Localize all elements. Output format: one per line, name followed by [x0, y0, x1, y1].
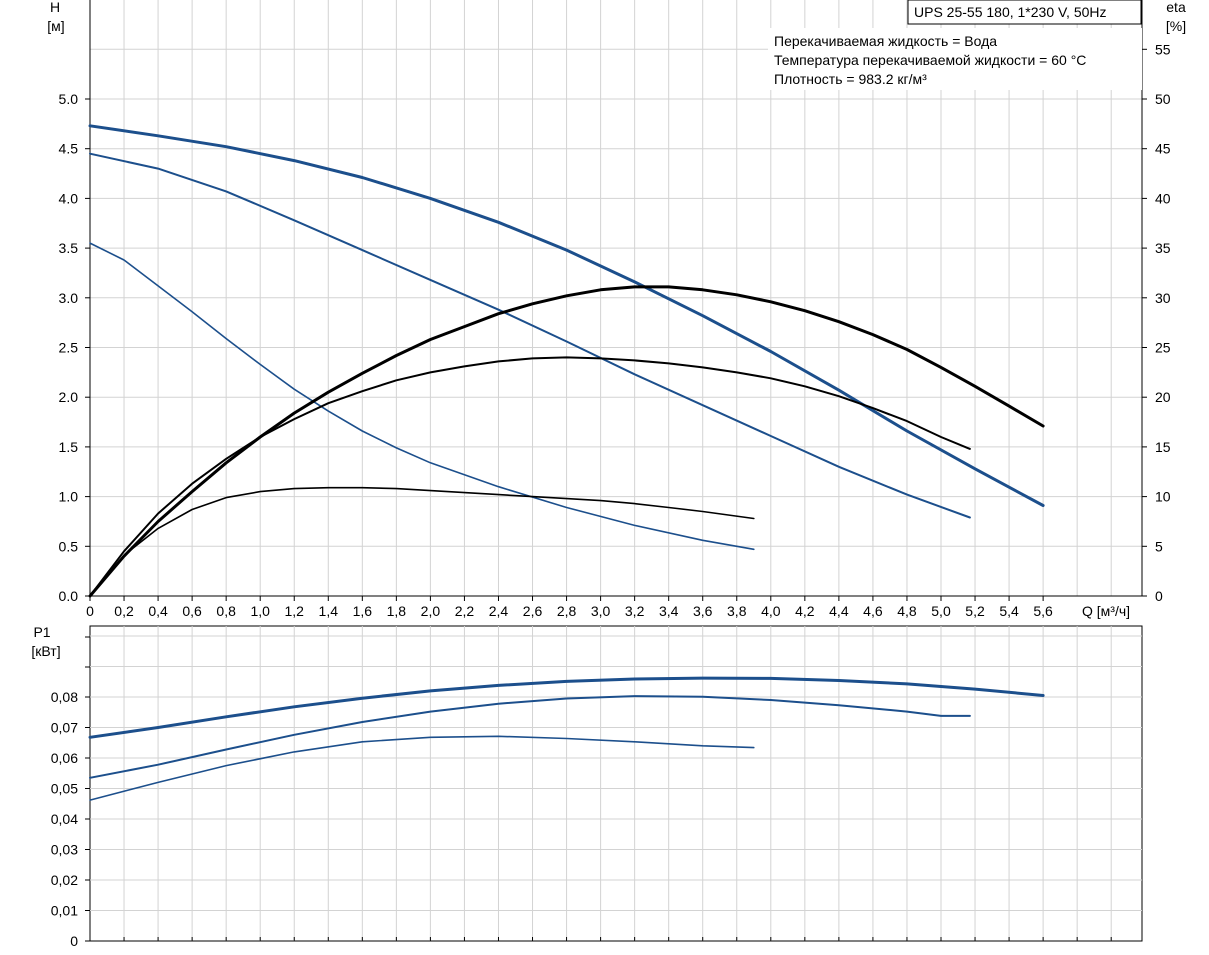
x-tick-label: 3,8 — [727, 603, 747, 619]
chart-title: UPS 25-55 180, 1*230 V, 50Hz — [914, 4, 1107, 20]
x-tick-label: 2,8 — [557, 603, 577, 619]
info-line-temperature: Температура перекачиваемой жидкости = 60… — [774, 52, 1086, 68]
x-tick-label: 5,4 — [999, 603, 1019, 619]
y2-tick-label: 10 — [1155, 489, 1171, 505]
power-y-tick-label: 0,07 — [51, 720, 78, 736]
info-line-fluid: Перекачиваемая жидкость = Вода — [774, 33, 997, 49]
x-tick-label: 4,4 — [829, 603, 849, 619]
x-tick-label: 2,2 — [455, 603, 475, 619]
x-tick-label: 5,0 — [931, 603, 951, 619]
power-y-tick-label: 0,02 — [51, 872, 78, 888]
y2-tick-label: 0 — [1155, 588, 1163, 604]
y-tick-label: 3.0 — [59, 290, 79, 306]
y-tick-label: 5.0 — [59, 91, 79, 107]
y-tick-label: 0.0 — [59, 588, 79, 604]
title-box-frame — [907, 0, 1142, 25]
y-tick-label: 1.5 — [59, 439, 79, 455]
x-tick-label: 1,6 — [353, 603, 373, 619]
x-tick-label: 3,6 — [693, 603, 713, 619]
y-tick-label: 3.5 — [59, 240, 79, 256]
x-tick-label: 2,6 — [523, 603, 543, 619]
title-box: UPS 25-55 180, 1*230 V, 50Hz — [907, 0, 1142, 25]
x-tick-label: 0,8 — [216, 603, 236, 619]
x-tick-label: 0,4 — [148, 603, 168, 619]
y2-axis-unit: [%] — [1166, 18, 1186, 34]
info-box: Перекачиваемая жидкость = Вода Температу… — [768, 28, 1142, 90]
y-tick-label: 4.0 — [59, 190, 79, 206]
x-tick-label: 4,2 — [795, 603, 815, 619]
x-tick-label: 1,2 — [285, 603, 305, 619]
power-panel: 0 0,01 0,02 0,03 0,04 0,05 0,06 0,07 0,08 P1 [кВт] — [31, 624, 1143, 949]
head-curve-medium — [89, 152, 971, 519]
x-tick-label: 1,4 — [319, 603, 339, 619]
head-curve-thin — [89, 242, 755, 551]
x-tick-label: 5,2 — [965, 603, 985, 619]
y2-tick-label: 25 — [1155, 340, 1171, 356]
y2-tick-label: 5 — [1155, 538, 1163, 554]
y-tick-label: 1.0 — [59, 489, 79, 505]
efficiency-curve-medium — [89, 356, 971, 597]
y2-tick-label: 30 — [1155, 290, 1171, 306]
y-axis-unit: [м] — [47, 18, 64, 34]
y-axis-title: H — [50, 0, 60, 15]
x-tick-label: 3,0 — [591, 603, 611, 619]
x-tick-label: 4,8 — [897, 603, 917, 619]
power-y-tick-label: 0,08 — [51, 689, 78, 705]
power-y-tick-label: 0,04 — [51, 811, 78, 827]
power-curve-medium — [89, 695, 971, 779]
y2-tick-label: 50 — [1155, 91, 1171, 107]
x-tick-label: 2,0 — [421, 603, 441, 619]
power-y-tick-label: 0,06 — [51, 750, 78, 766]
x-tick-label: 4,6 — [863, 603, 883, 619]
x-tick-label: 3,2 — [625, 603, 645, 619]
power-y-tick-label: 0,01 — [51, 903, 78, 919]
x-tick-label: 1,8 — [387, 603, 407, 619]
head-curve-bold — [88, 124, 1045, 507]
y-tick-label: 2.5 — [59, 340, 79, 356]
y2-tick-label: 20 — [1155, 389, 1171, 405]
x-tick-label: 0,2 — [114, 603, 134, 619]
x-tick-label: 0,6 — [182, 603, 202, 619]
y2-tick-label: 55 — [1155, 41, 1171, 57]
power-y-tick-label: 0,03 — [51, 842, 78, 858]
x-tick-label: 5,6 — [1033, 603, 1053, 619]
power-axis-unit: [кВт] — [31, 643, 60, 659]
power-y-tick-label: 0 — [70, 933, 78, 949]
info-line-density: Плотность = 983.2 кг/м³ — [774, 71, 927, 87]
x-tick-label: 0 — [86, 603, 94, 619]
y-tick-label: 0.5 — [59, 538, 79, 554]
power-panel-frame — [89, 625, 1143, 942]
power-curve-thin — [89, 735, 755, 801]
power-axis-title: P1 — [33, 624, 50, 640]
x-tick-label: 3,4 — [659, 603, 679, 619]
x-tick-label: 4,0 — [761, 603, 781, 619]
y-tick-label: 4.5 — [59, 141, 79, 157]
y2-tick-label: 15 — [1155, 439, 1171, 455]
power-curve-bold — [88, 676, 1045, 739]
y2-tick-label: 40 — [1155, 190, 1171, 206]
efficiency-curve-thin — [89, 486, 755, 597]
y2-tick-label: 45 — [1155, 141, 1171, 157]
x-axis-title: Q [м³/ч] — [1082, 603, 1130, 619]
head-efficiency-panel: 0.0 0.5 1.0 1.5 2.0 2.5 3.0 3.5 4.0 4.5 5.0 0 5 10 15 2… — [47, 0, 1186, 619]
info-box-background — [768, 28, 1142, 90]
y2-axis-title: eta — [1166, 0, 1186, 15]
efficiency-curve-bold — [88, 285, 1045, 598]
y2-tick-label: 35 — [1155, 240, 1171, 256]
x-tick-label: 2,4 — [489, 603, 509, 619]
y-tick-label: 2.0 — [59, 389, 79, 405]
x-tick-label: 1,0 — [250, 603, 270, 619]
power-y-tick-label: 0,05 — [51, 781, 78, 797]
